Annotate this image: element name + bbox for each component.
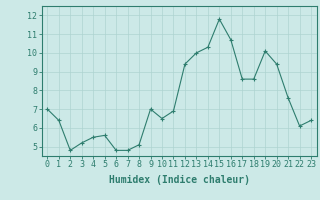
X-axis label: Humidex (Indice chaleur): Humidex (Indice chaleur)	[109, 175, 250, 185]
